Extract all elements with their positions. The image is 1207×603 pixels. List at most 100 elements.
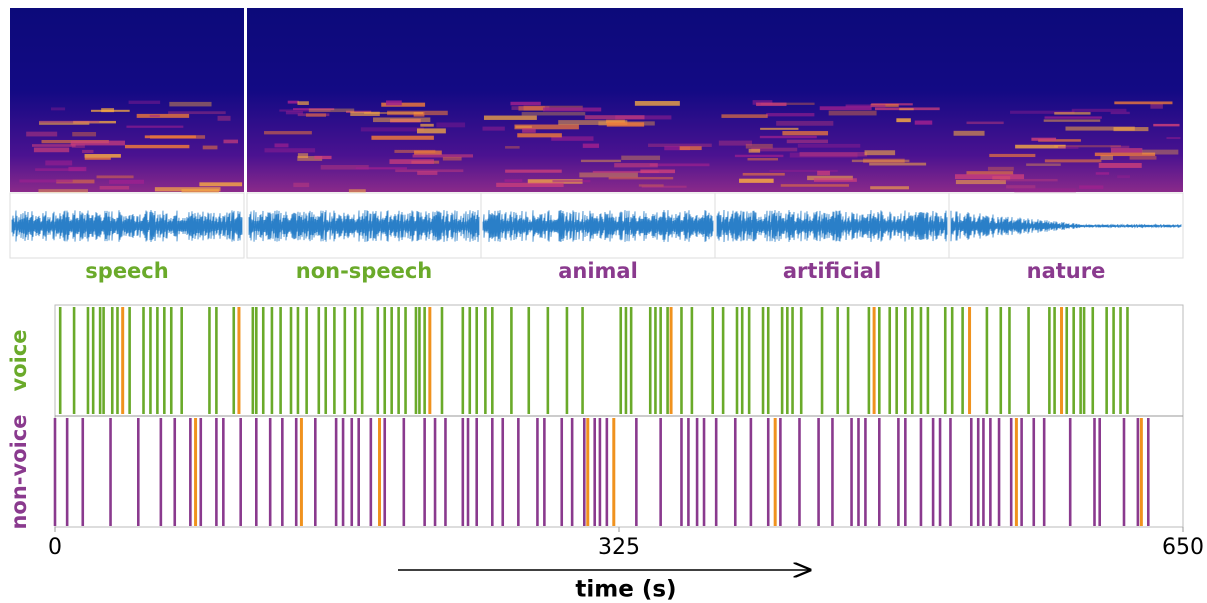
spectrogram-band [285, 111, 303, 115]
x-tick-label: 325 [598, 535, 640, 560]
spectrogram-band [1015, 144, 1066, 149]
spectrogram-band [614, 163, 658, 168]
spectrogram-band [648, 143, 712, 148]
spectrogram-band [1117, 175, 1130, 179]
spectrogram-band [1026, 163, 1061, 166]
spectrogram-band [387, 110, 448, 116]
spectrogram-band [33, 147, 70, 153]
spectrogram-band [386, 100, 402, 106]
spectrogram-band [395, 169, 464, 173]
spectrogram-band [96, 175, 134, 179]
spectrogram-band [759, 135, 817, 139]
spectrogram-band [1031, 137, 1057, 141]
spectrogram-band [734, 154, 784, 158]
spectrogram-band [84, 154, 121, 158]
spectrogram-band [68, 166, 87, 172]
spectrogram-band [1006, 185, 1036, 189]
spectrogram-band [320, 165, 369, 170]
spectrogram-band [584, 115, 645, 120]
spectrogram-band [31, 144, 76, 147]
spectrogram-band [1044, 116, 1102, 119]
waveform [950, 210, 1182, 242]
spectrogram-band [1113, 127, 1149, 132]
spectrogram-band [1043, 119, 1101, 122]
spectrogram-band [505, 169, 562, 173]
spectrogram-band [416, 128, 446, 134]
spectrogram-band [1079, 185, 1104, 189]
spectrogram-band [641, 185, 687, 188]
spectrogram-band [181, 189, 219, 193]
spectrogram-band [1014, 188, 1076, 193]
spectrogram-band [1110, 148, 1143, 153]
spectrogram-band [70, 140, 126, 146]
spectrogram-band [1153, 123, 1180, 127]
spectrogram-band [217, 115, 231, 121]
spectrogram-band [966, 171, 1014, 175]
spectrogram-band [869, 162, 927, 166]
spectrogram-band [264, 148, 316, 153]
spectrogram-band [999, 178, 1058, 182]
x-tick-label: 650 [1162, 535, 1204, 560]
spectrogram-band [1100, 154, 1114, 160]
spectrogram-band [199, 182, 243, 187]
spectrogram-band [1057, 146, 1079, 149]
spectrogram-band [914, 120, 933, 125]
spectrogram-band [954, 174, 1025, 180]
spectrogram-band [293, 182, 310, 188]
spectrogram-band [293, 108, 335, 111]
spectrogram-band [1129, 156, 1157, 160]
spectrogram-band [412, 154, 473, 158]
spectrogram-band [780, 184, 849, 187]
spectrogram-band [483, 115, 537, 120]
spectrogram-band [1166, 137, 1181, 140]
raster [53, 307, 1150, 526]
spectrogram-band [515, 125, 532, 129]
spectrogram-band [136, 113, 190, 118]
spectrogram-band [202, 145, 218, 150]
spectrogram-band [297, 101, 309, 105]
spectrogram-band [84, 157, 111, 160]
spectrogram-band [287, 100, 299, 104]
panel-label: animal [558, 259, 638, 283]
spectrogram-band [522, 128, 536, 133]
spectrogram-band [482, 126, 505, 131]
spectrogram-band [82, 149, 94, 153]
spectrogram-band [150, 135, 206, 139]
spectrogram [949, 8, 1183, 192]
spectrogram-band [505, 146, 520, 149]
spectrogram [247, 8, 481, 192]
spectrogram-band [543, 107, 602, 112]
spectrogram-band [742, 172, 785, 176]
spectrogram-band [1098, 163, 1142, 168]
spectrogram-band [786, 139, 828, 144]
spectrogram-band [640, 169, 676, 174]
spectrogram-band [851, 159, 910, 163]
spectrogram-band [987, 166, 1014, 171]
spectrogram-band [109, 179, 144, 184]
spectrogram-band [606, 122, 645, 127]
panels: speech non-speech animal artificial nature [9, 8, 1184, 283]
spectrogram-band [752, 100, 773, 105]
spectrogram-band [149, 114, 160, 118]
spectrogram [481, 8, 715, 192]
spectrogram-band [760, 127, 799, 130]
spectrogram-band [314, 155, 332, 160]
spectrogram-band [514, 124, 579, 130]
spectrogram-band [797, 143, 861, 148]
spectrogram-band [371, 135, 434, 140]
spectrogram-band [518, 106, 545, 111]
spectrogram-band [39, 120, 100, 123]
spectrogram-band [350, 111, 380, 116]
spectrogram-band [1038, 139, 1081, 142]
spectrogram-band [813, 178, 857, 182]
spectrogram-band [580, 159, 621, 163]
spectrogram-band [264, 131, 312, 135]
panel-label: non-speech [296, 259, 432, 283]
spectrogram-band [71, 144, 85, 148]
spectrogram-band [776, 120, 834, 126]
spectrogram-band [634, 101, 680, 106]
spectrogram-band [807, 175, 853, 181]
spectrogram-band [739, 178, 774, 183]
spectrogram-band [870, 186, 909, 190]
spectrogram-band [19, 179, 73, 183]
